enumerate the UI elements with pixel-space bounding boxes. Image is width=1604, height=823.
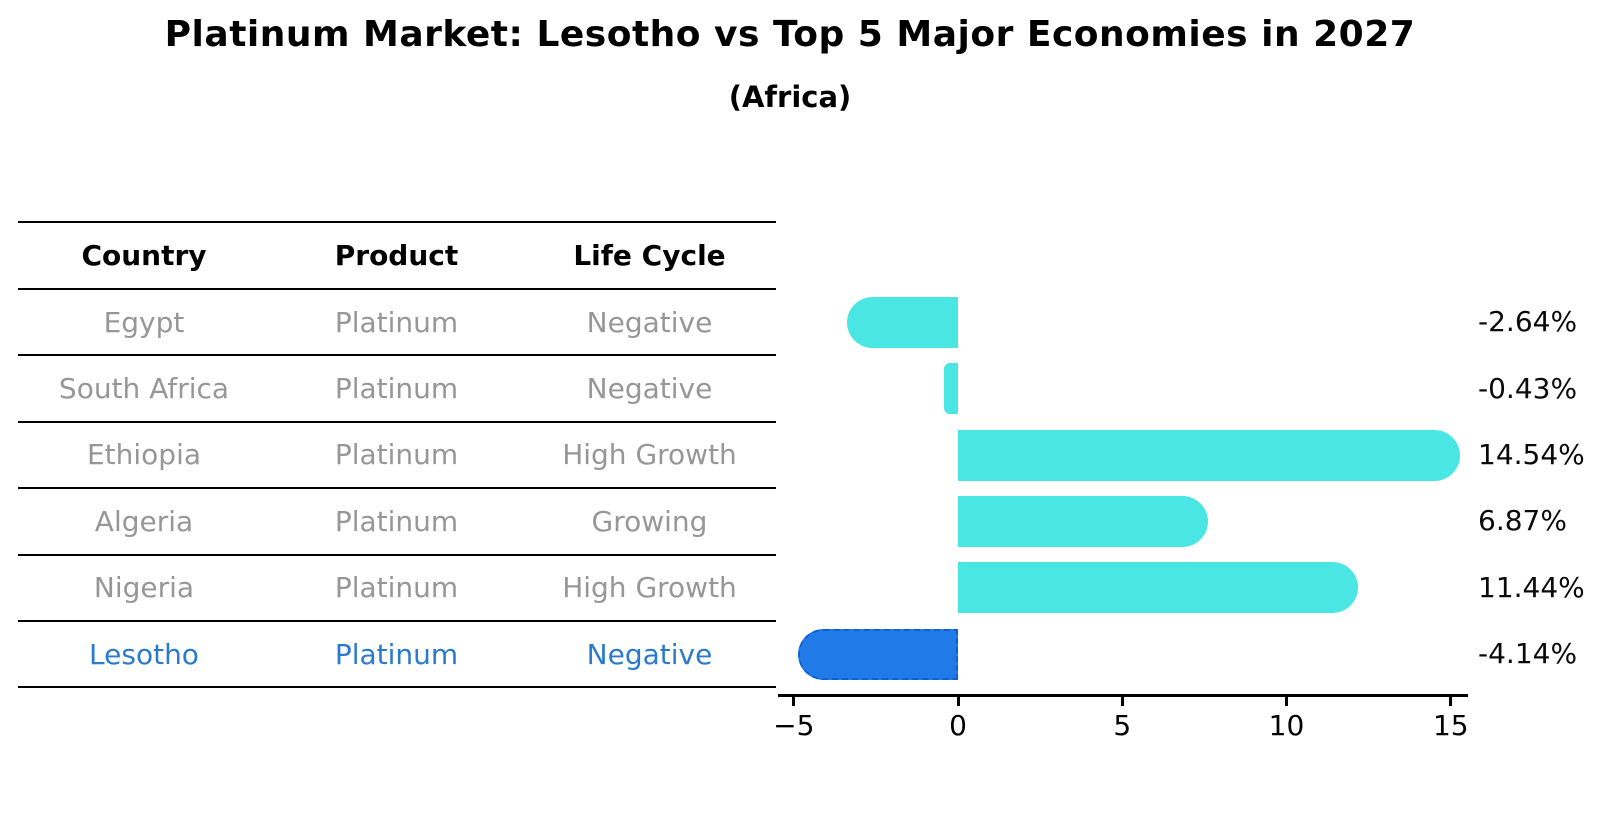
table-header-life-cycle: Life Cycle bbox=[573, 238, 726, 272]
table-cell-nigeria-product: Platinum bbox=[334, 571, 459, 605]
value-label-ethiopia: 14.54% bbox=[1478, 438, 1585, 471]
chart-subtitle: (Africa) bbox=[728, 80, 852, 114]
table-cell-nigeria-country: Nigeria bbox=[93, 571, 195, 605]
x-axis-spine bbox=[778, 693, 1468, 697]
bar-ethiopia bbox=[958, 429, 1460, 481]
table-row-rule bbox=[18, 487, 776, 490]
bar-algeria bbox=[958, 495, 1208, 547]
x-tick-label-10: 10 bbox=[1268, 709, 1305, 742]
table-cell-nigeria-life-cycle: High Growth bbox=[562, 571, 737, 605]
x-tick-15 bbox=[1449, 696, 1453, 706]
table-row-rule bbox=[18, 686, 776, 689]
x-tick-10 bbox=[1285, 696, 1288, 706]
table-cell-ethiopia-product: Platinum bbox=[334, 438, 459, 472]
value-label-lesotho: -4.14% bbox=[1478, 637, 1578, 671]
chart-title: Platinum Market: Lesotho vs Top 5 Major … bbox=[164, 14, 1416, 55]
x-tick-label-0: 0 bbox=[949, 709, 967, 742]
table-cell-lesotho-product: Platinum bbox=[334, 637, 459, 671]
value-label-nigeria: 11.44% bbox=[1478, 570, 1585, 604]
x-tick-0 bbox=[956, 696, 960, 706]
x-tick-label-5: 5 bbox=[1113, 709, 1132, 742]
x-tick-5 bbox=[1120, 696, 1124, 706]
table-top-rule bbox=[18, 221, 776, 223]
table-cell-ethiopia-country: Ethiopia bbox=[86, 438, 202, 472]
table-cell-algeria-life-cycle: Growing bbox=[591, 504, 708, 538]
table-cell-algeria-product: Platinum bbox=[334, 504, 459, 538]
table-header-rule bbox=[18, 288, 776, 290]
bar-egypt bbox=[847, 296, 958, 348]
table-cell-egypt-product: Platinum bbox=[334, 305, 459, 339]
table-cell-algeria-country: Algeria bbox=[94, 504, 194, 538]
table-cell-south-africa-country: South Africa bbox=[58, 372, 230, 406]
table-header-product: Product bbox=[334, 238, 459, 272]
table-cell-lesotho-life-cycle: Negative bbox=[586, 637, 713, 671]
table-cell-south-africa-product: Platinum bbox=[334, 372, 459, 406]
table-cell-south-africa-life-cycle: Negative bbox=[586, 372, 713, 406]
x-tick-label--5: −5 bbox=[773, 709, 815, 742]
bar-lesotho bbox=[798, 628, 958, 680]
value-label-algeria: 6.87% bbox=[1478, 504, 1567, 538]
table-cell-egypt-life-cycle: Negative bbox=[586, 305, 713, 339]
table-header-country: Country bbox=[81, 238, 207, 272]
x-tick--5 bbox=[792, 696, 796, 706]
value-label-south-africa: -0.43% bbox=[1478, 371, 1578, 405]
table-cell-egypt-country: Egypt bbox=[103, 305, 185, 339]
x-tick-label-15: 15 bbox=[1432, 709, 1469, 742]
table-row-rule bbox=[18, 420, 776, 423]
table-row-rule bbox=[18, 553, 776, 556]
bar-nigeria bbox=[958, 562, 1358, 614]
bar-south-africa bbox=[943, 363, 958, 415]
table-row-rule bbox=[18, 354, 776, 357]
table-row-rule bbox=[18, 620, 776, 622]
value-label-egypt: -2.64% bbox=[1478, 305, 1578, 339]
table-cell-lesotho-country: Lesotho bbox=[89, 637, 199, 671]
table-cell-ethiopia-life-cycle: High Growth bbox=[562, 438, 737, 472]
